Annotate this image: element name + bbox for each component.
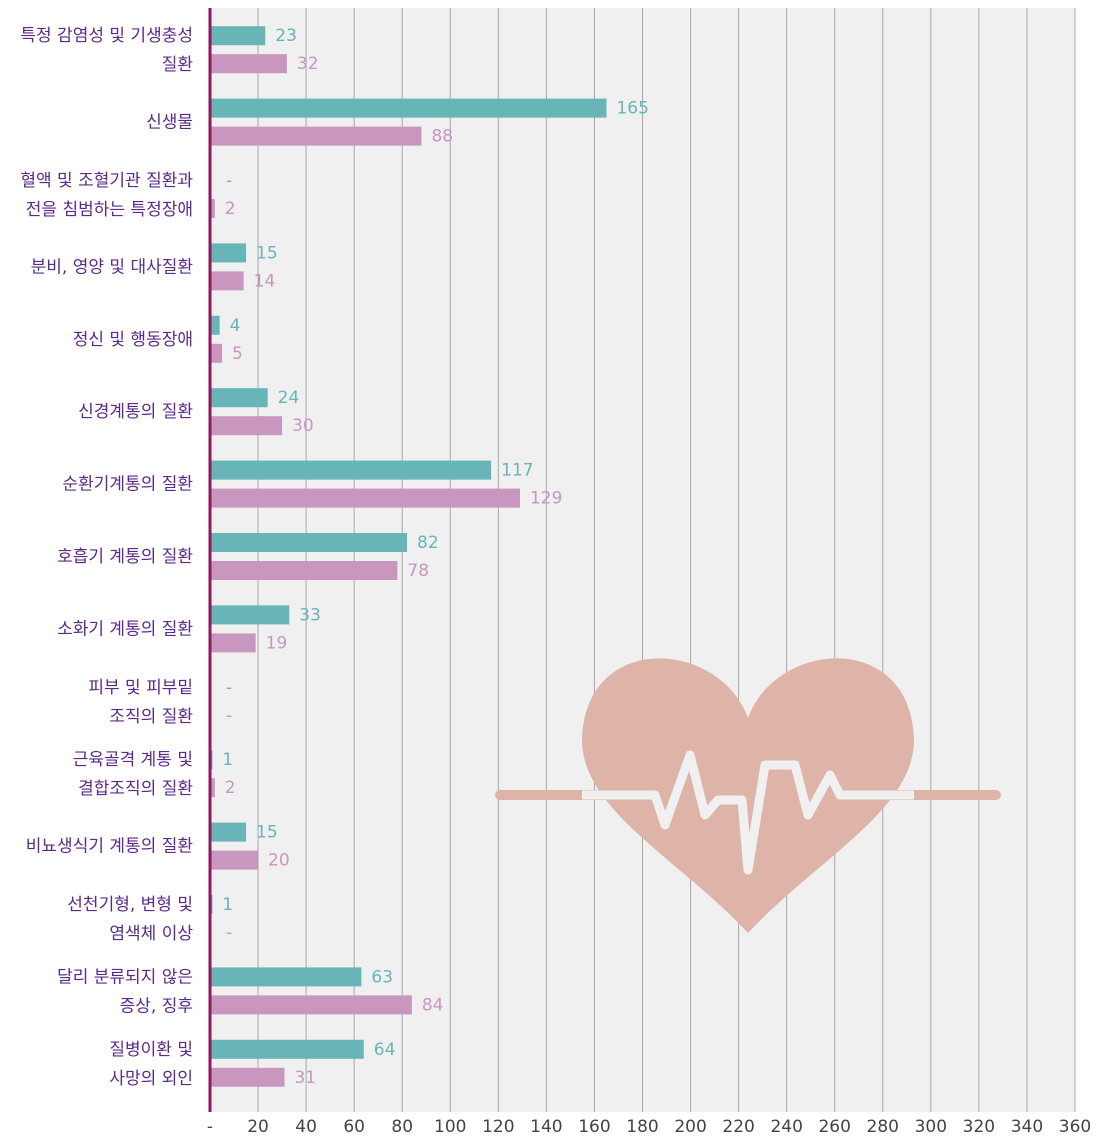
x-tick-label: 120 [482, 1117, 514, 1137]
chart: -204060801001201401601802002202402602803… [0, 0, 1103, 1139]
bar [210, 344, 222, 363]
x-tick-label: 320 [963, 1117, 995, 1137]
x-tick-label: 280 [867, 1117, 899, 1137]
value-label: 82 [417, 533, 439, 553]
value-label: 64 [374, 1040, 396, 1060]
category-label: 조직의 질환 [109, 707, 193, 727]
x-tick-label: 100 [434, 1117, 466, 1137]
x-tick-label: 180 [626, 1117, 658, 1137]
value-label: 32 [297, 54, 319, 74]
category-label: 사망의 외인 [109, 1069, 193, 1089]
bar [210, 967, 361, 986]
category-label: 소화기 계통의 질환 [57, 619, 193, 639]
bar [210, 54, 287, 73]
x-tick-label: 20 [247, 1117, 269, 1137]
x-tick-label: 160 [578, 1117, 610, 1137]
value-label: 31 [294, 1068, 316, 1088]
bar [210, 416, 282, 435]
category-label: 증상, 징후 [120, 996, 193, 1016]
category-label: 비뇨생식기 계통의 질환 [26, 837, 193, 857]
category-label: 신경계통의 질환 [78, 402, 193, 422]
bar [210, 605, 289, 624]
bar [210, 271, 244, 290]
bar [210, 823, 246, 842]
bar [210, 995, 412, 1014]
x-tick-label: 360 [1059, 1117, 1091, 1137]
category-label: 선천기형, 변형 및 [67, 895, 193, 915]
category-label: 정신 및 행동장애 [73, 330, 193, 350]
x-tick-label: 340 [1011, 1117, 1043, 1137]
x-tick-label: 240 [770, 1117, 802, 1137]
value-label: 23 [275, 26, 297, 46]
x-tick-label: 200 [674, 1117, 706, 1137]
value-label: 78 [407, 561, 429, 581]
value-label: 19 [266, 633, 288, 653]
value-label: 30 [292, 416, 314, 436]
category-label: 신생물 [146, 113, 193, 133]
value-label: 1 [222, 750, 233, 770]
x-tick-label: 80 [391, 1117, 413, 1137]
value-label: 5 [232, 344, 243, 364]
bar [210, 461, 491, 480]
value-label: 165 [616, 99, 648, 119]
value-label: 84 [422, 995, 444, 1015]
value-label: 4 [230, 316, 241, 336]
value-label: 1 [222, 895, 233, 915]
x-tick-label: 260 [818, 1117, 850, 1137]
category-label: 결합조직의 질환 [78, 779, 193, 799]
category-label: 호흡기 계통의 질환 [57, 547, 193, 567]
category-label: 혈액 및 조혈기관 질환과 [20, 171, 193, 191]
bar [210, 243, 246, 262]
bar [210, 561, 397, 580]
value-label: 117 [501, 461, 533, 481]
value-label: 14 [254, 271, 276, 291]
bar [210, 1040, 364, 1059]
value-label: 20 [268, 851, 290, 871]
category-label: 특정 감염성 및 기생충성 [20, 26, 193, 46]
category-label: 질병이환 및 [109, 1040, 193, 1060]
bar [210, 388, 268, 407]
value-label: - [226, 923, 232, 943]
bar [210, 533, 407, 552]
value-label: 63 [371, 967, 393, 987]
value-label: 129 [530, 489, 562, 509]
bar [210, 26, 265, 45]
value-label: 33 [299, 605, 321, 625]
value-label: 24 [278, 388, 300, 408]
bar [210, 1068, 284, 1087]
x-tick-label: 40 [295, 1117, 317, 1137]
value-label: 88 [431, 127, 453, 147]
bar [210, 489, 520, 508]
x-tick-label: 60 [343, 1117, 365, 1137]
category-label: 염색체 이상 [109, 924, 193, 944]
category-label: 순환기계통의 질환 [62, 475, 193, 495]
x-tick-label: 140 [530, 1117, 562, 1137]
bar [210, 127, 421, 146]
category-label: 피부 및 피부밑 [88, 678, 193, 698]
value-label: 2 [225, 778, 236, 798]
bar [210, 633, 256, 652]
value-label: - [226, 678, 232, 698]
x-tick-label: - [207, 1117, 213, 1137]
category-label: 분비, 영양 및 대사질환 [31, 257, 193, 277]
x-tick-label: 300 [915, 1117, 947, 1137]
category-label: 질환 [162, 55, 193, 75]
value-label: - [226, 171, 232, 191]
bar [210, 851, 258, 870]
category-label: 근육골격 계통 및 [73, 750, 193, 770]
x-tick-label: 220 [722, 1117, 754, 1137]
category-label: 전을 침범하는 특정장애 [26, 200, 193, 220]
bar [210, 99, 606, 118]
value-label: 2 [225, 199, 236, 219]
value-label: 15 [256, 823, 278, 843]
value-label: 15 [256, 243, 278, 263]
category-label: 달리 분류되지 않은 [57, 967, 193, 987]
value-label: - [226, 706, 232, 726]
